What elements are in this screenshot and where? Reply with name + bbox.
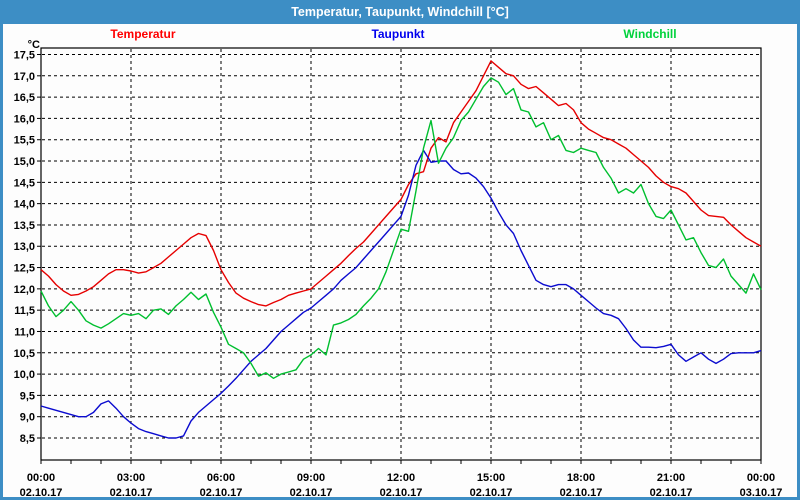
x-tick-time: 15:00 xyxy=(477,472,505,484)
y-tick-label: 17,5 xyxy=(14,50,35,62)
axes xyxy=(37,47,762,464)
x-tick-date: 02.10.17 xyxy=(380,487,423,499)
y-tick-label: 14,0 xyxy=(14,199,35,211)
y-tick-label: 15,0 xyxy=(14,156,35,168)
y-tick-label: 11,5 xyxy=(14,305,35,317)
x-tick-date: 02.10.17 xyxy=(560,487,603,499)
y-tick-label: 12,5 xyxy=(14,263,35,275)
x-tick-date: 03.10.17 xyxy=(740,487,783,499)
y-axis-unit-label: °C xyxy=(27,39,40,51)
y-tick-label: 10,5 xyxy=(14,348,35,360)
axis-labels: 17,5 17,0 16,5 16,0 15,5 15,0 14,5 14,0 13,5 13,0… xyxy=(14,50,783,500)
legend-windchill: Windchill xyxy=(623,27,677,41)
y-tick-label: 16,0 xyxy=(14,113,35,125)
y-tick-label: 11,0 xyxy=(14,326,35,338)
legend-temperatur: Temperatur xyxy=(110,27,176,41)
y-tick-label: 8,5 xyxy=(20,433,35,445)
plot-frame xyxy=(40,47,762,461)
y-tick-label: 14,5 xyxy=(14,177,35,189)
series-taupunkt-line xyxy=(40,149,762,439)
x-tick-time: 03:00 xyxy=(117,472,145,484)
y-tick-label: 12,0 xyxy=(14,284,35,296)
y-tick-label: 9,0 xyxy=(20,412,35,424)
window-title: Temperatur, Taupunkt, Windchill [°C] xyxy=(291,5,509,19)
y-tick-label: 15,5 xyxy=(14,135,35,147)
y-tick-label: 13,0 xyxy=(14,241,35,253)
titlebar: Temperatur, Taupunkt, Windchill [°C] xyxy=(0,0,800,24)
x-tick-date: 02.10.17 xyxy=(200,487,243,499)
legend-taupunkt: Taupunkt xyxy=(371,27,425,41)
x-tick-time: 06:00 xyxy=(207,472,235,484)
chart-panel xyxy=(3,24,797,497)
gridlines xyxy=(42,49,760,459)
series-temperatur-line xyxy=(40,60,762,307)
x-tick-time: 00:00 xyxy=(27,472,55,484)
y-tick-label: 16,5 xyxy=(14,92,35,104)
x-tick-time: 00:00 xyxy=(747,472,775,484)
series-lines xyxy=(40,60,762,439)
x-tick-date: 02.10.17 xyxy=(290,487,333,499)
x-tick-date: 02.10.17 xyxy=(110,487,153,499)
x-tick-time: 18:00 xyxy=(567,472,595,484)
series-windchill-line xyxy=(40,77,762,379)
x-tick-date: 02.10.17 xyxy=(20,487,63,499)
y-tick-label: 13,5 xyxy=(14,220,35,232)
y-tick-label: 9,5 xyxy=(20,390,35,402)
y-tick-label: 17,0 xyxy=(14,71,35,83)
x-tick-time: 09:00 xyxy=(297,472,325,484)
x-tick-time: 12:00 xyxy=(387,472,415,484)
x-tick-time: 21:00 xyxy=(657,472,685,484)
x-tick-date: 02.10.17 xyxy=(470,487,513,499)
y-tick-label: 10,0 xyxy=(14,369,35,381)
x-tick-date: 02.10.17 xyxy=(650,487,693,499)
